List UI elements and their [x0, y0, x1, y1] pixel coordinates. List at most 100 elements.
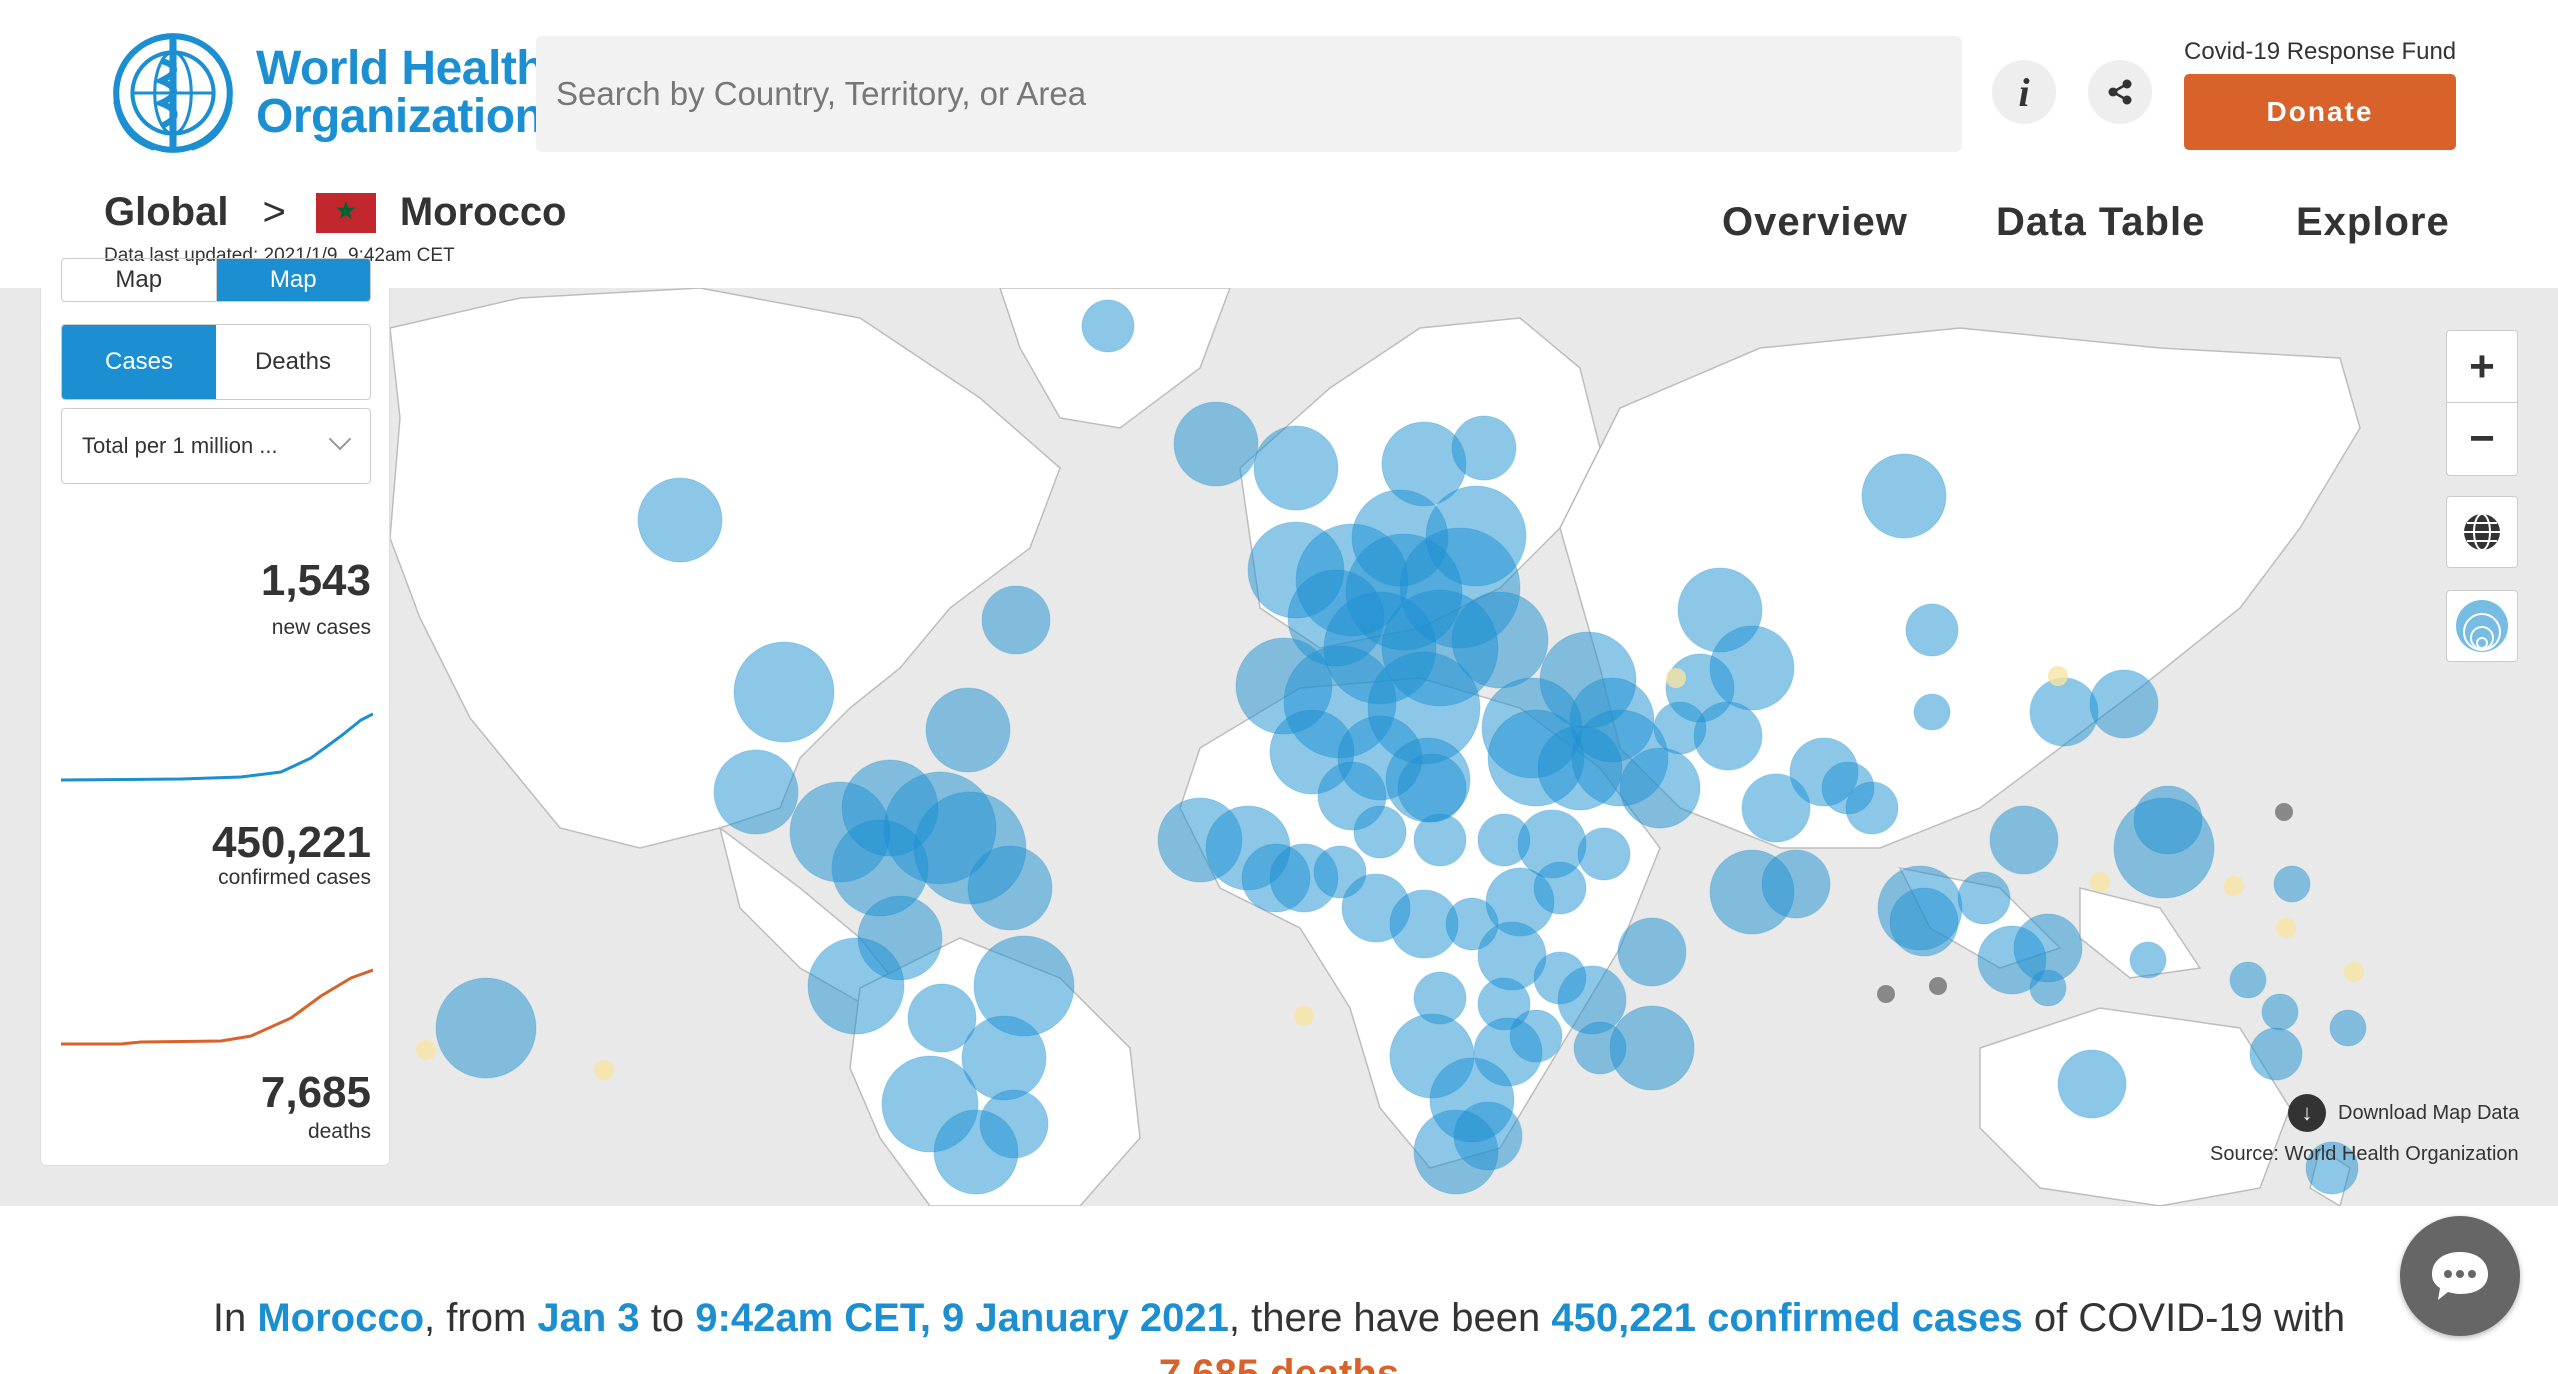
country-bubble[interactable]	[713, 749, 799, 835]
country-bubble[interactable]	[1905, 603, 1959, 657]
country-bubble[interactable]	[1451, 415, 1517, 481]
no-data-markers	[1877, 803, 2293, 1003]
country-bubble[interactable]	[907, 983, 977, 1053]
new-cases-label: new cases	[271, 616, 371, 639]
case-bubbles[interactable]	[435, 299, 2367, 1195]
share-button[interactable]	[2088, 60, 2152, 124]
info-button[interactable]: i	[1992, 60, 2056, 124]
country-bubble[interactable]	[2249, 1027, 2303, 1081]
country-bubble[interactable]	[1351, 489, 1449, 587]
country-bubble[interactable]	[1861, 453, 1947, 539]
country-bubble[interactable]	[1741, 773, 1811, 843]
country-bubble[interactable]	[1413, 813, 1467, 867]
org-name-line2: Organization	[256, 90, 544, 143]
summary-part: of COVID-19 with	[2022, 1296, 2346, 1340]
deaths-value: 7,685	[260, 1068, 371, 1117]
country-bubble[interactable]	[1533, 861, 1587, 915]
share-icon	[2108, 79, 2132, 105]
country-bubble[interactable]	[2261, 993, 2299, 1031]
country-bubble[interactable]	[1609, 1005, 1695, 1091]
download-map-data[interactable]: ↓ Download Map Data	[2288, 1094, 2519, 1132]
country-bubble[interactable]	[1989, 805, 2059, 875]
country-bubble[interactable]	[1577, 827, 1631, 881]
metric-select-value: Total per 1 million ...	[82, 433, 278, 458]
country-bubble[interactable]	[981, 585, 1051, 655]
search-input[interactable]	[536, 36, 1962, 152]
country-bubble[interactable]	[1413, 1109, 1499, 1195]
country-bubble[interactable]	[2329, 1009, 2367, 1047]
page-header: World Health Organization i Covid-19 Res…	[0, 0, 2558, 288]
country-bubble[interactable]	[1619, 747, 1701, 829]
country-bubble[interactable]	[2229, 961, 2267, 999]
summary-cases: 450,221 confirmed cases	[1551, 1296, 2023, 1340]
map-source: Source: World Health Organization	[2210, 1143, 2519, 1165]
country-bubble[interactable]	[2129, 941, 2167, 979]
nav-data-table[interactable]: Data Table	[1996, 200, 2206, 244]
confirmed-cases-label: confirmed cases	[218, 866, 371, 889]
country-bubble[interactable]	[807, 937, 905, 1035]
country-bubble[interactable]	[2305, 1141, 2359, 1195]
chat-button[interactable]	[2400, 1216, 2520, 1336]
view-toggle-option-2[interactable]: Map	[216, 259, 370, 301]
view-toggle-option-1[interactable]: Map	[62, 259, 217, 301]
world-map[interactable]	[0, 288, 2558, 1206]
metric-toggle: Cases Deaths	[61, 324, 371, 400]
country-bubble[interactable]	[1653, 701, 1707, 755]
bubble-legend-button[interactable]	[2446, 590, 2518, 662]
chevron-down-icon	[328, 427, 352, 451]
breadcrumb-global[interactable]: Global	[104, 190, 229, 234]
country-bubble[interactable]	[733, 641, 835, 743]
low-case-markers	[416, 666, 2364, 1080]
country-bubble[interactable]	[2133, 785, 2203, 855]
summary-part: In	[212, 1296, 258, 1340]
country-bubble[interactable]	[967, 845, 1053, 931]
fund-label: Covid-19 Response Fund	[2184, 38, 2457, 65]
country-bubble[interactable]	[1845, 781, 1899, 835]
tab-cases[interactable]: Cases	[62, 325, 216, 399]
summary-text: In Morocco, from Jan 3 to 9:42am CET, 9 …	[0, 1290, 2558, 1374]
org-name: World Health Organization	[256, 42, 546, 143]
breadcrumb-country: Morocco	[399, 190, 567, 234]
country-bubble[interactable]	[925, 687, 1011, 773]
country-bubble[interactable]	[1081, 299, 1135, 353]
stats-panel: Map Map Cases Deaths Total per 1 million…	[40, 258, 390, 1166]
country-bubble[interactable]	[1253, 425, 1339, 511]
org-name-line1: World Health	[256, 42, 546, 95]
download-label: Download Map Data	[2338, 1101, 2520, 1124]
country-bubble[interactable]	[637, 477, 723, 563]
summary-part: , there have been	[1228, 1296, 1552, 1340]
country-bubble[interactable]	[435, 977, 537, 1079]
country-bubble[interactable]	[1761, 849, 1831, 919]
globe-view-button[interactable]	[2446, 496, 2518, 568]
zoom-in-button[interactable]: +	[2447, 331, 2517, 403]
summary-country: Morocco	[257, 1296, 425, 1340]
country-bubble[interactable]	[2029, 969, 2067, 1007]
globe-icon	[2464, 513, 2500, 551]
zoom-control: + −	[2446, 330, 2518, 476]
country-bubble[interactable]	[1397, 753, 1467, 823]
tab-deaths[interactable]: Deaths	[254, 348, 332, 375]
country-bubble[interactable]	[979, 1089, 1049, 1159]
country-bubble[interactable]	[2089, 669, 2159, 739]
who-logo[interactable]: World Health Organization	[102, 30, 546, 156]
deaths-sparkline	[61, 968, 373, 1046]
country-bubble[interactable]	[1173, 401, 1259, 487]
country-bubble[interactable]	[2057, 1049, 2127, 1119]
country-bubble[interactable]	[1617, 917, 1687, 987]
nav-explore[interactable]: Explore	[2296, 200, 2450, 244]
country-bubble[interactable]	[1353, 805, 1407, 859]
bubbles-icon	[2456, 600, 2508, 652]
zoom-out-button[interactable]: −	[2469, 414, 2495, 463]
confirmed-cases-value: 450,221	[211, 818, 371, 867]
cases-sparkline	[61, 712, 373, 782]
country-bubble[interactable]	[2029, 677, 2099, 747]
country-bubble[interactable]	[1957, 871, 2011, 925]
country-bubble[interactable]	[1913, 693, 1951, 731]
country-bubble[interactable]	[2273, 865, 2311, 903]
donate-button[interactable]: Donate	[2184, 74, 2456, 150]
metric-select[interactable]: Total per 1 million ...	[61, 408, 371, 484]
nav-overview[interactable]: Overview	[1722, 200, 1908, 244]
country-bubble[interactable]	[1451, 591, 1549, 689]
world-map-canvas[interactable]	[0, 288, 2558, 1206]
country-bubble[interactable]	[1889, 887, 1959, 957]
